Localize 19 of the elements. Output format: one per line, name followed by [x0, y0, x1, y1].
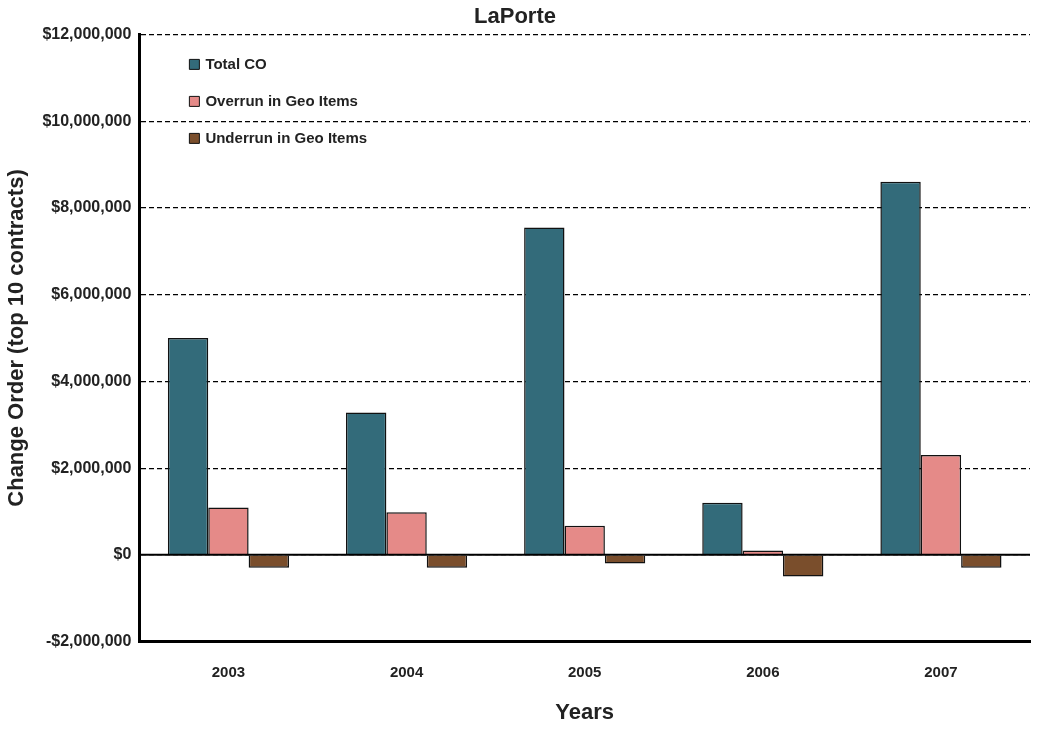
legend-label: Underrun in Geo Items	[205, 128, 368, 146]
y-tick-label: -$2,000,000	[45, 632, 132, 650]
y-tick-label: $4,000,000	[51, 371, 132, 389]
y-axis-title: Change Order (top 10 contracts)	[3, 169, 29, 507]
x-tick-label: 2006	[746, 662, 780, 680]
x-tick-label: 2005	[568, 662, 602, 680]
y-tick-label: $6,000,000	[51, 285, 132, 303]
y-tick-label: $0	[113, 545, 132, 563]
y-tick-label: $2,000,000	[51, 458, 132, 476]
legend-label: Total CO	[205, 54, 268, 72]
x-axis-title: Years	[555, 698, 615, 724]
y-tick-label: $8,000,000	[51, 198, 132, 216]
legend-label: Overrun in Geo Items	[205, 91, 358, 109]
y-tick-label: $10,000,000	[42, 111, 132, 129]
x-tick-label: 2004	[389, 662, 424, 680]
x-tick-label: 2007	[924, 662, 958, 680]
y-tick-label: $12,000,000	[42, 24, 132, 42]
x-tick-label: 2003	[211, 662, 246, 680]
chart-title: LaPorte	[474, 3, 556, 29]
